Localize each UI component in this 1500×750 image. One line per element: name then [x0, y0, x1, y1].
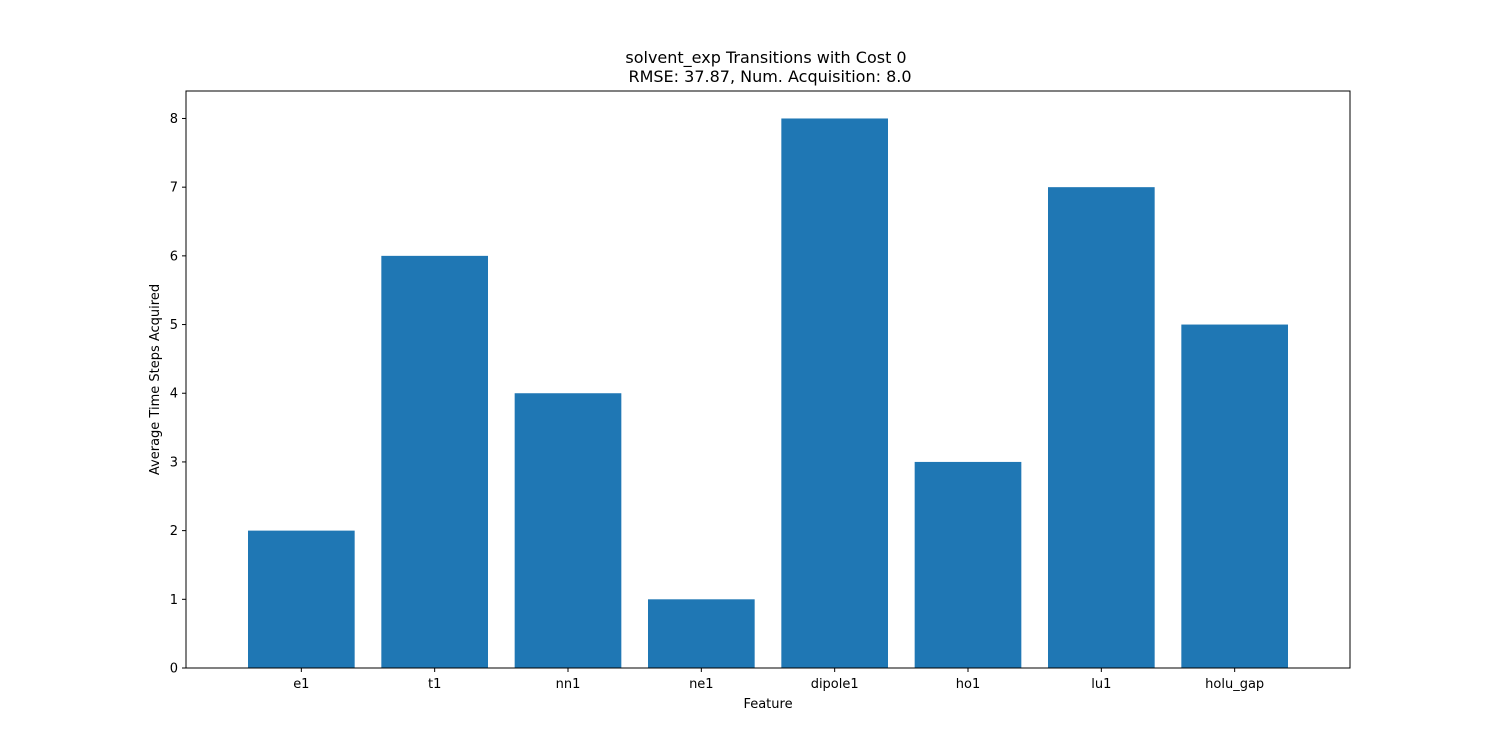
x-tick-label: nn1	[556, 677, 581, 692]
y-tick-label: 2	[170, 524, 178, 539]
y-tick-label: 4	[170, 387, 178, 402]
bar-e1	[248, 530, 355, 668]
bar-dipole1	[781, 118, 888, 668]
bar-nn1	[514, 393, 622, 668]
x-axis-label: Feature	[743, 697, 792, 712]
x-axis: e1 t1 nn1 ne1 dipole1 ho1 lu1 holu_gap	[293, 668, 1264, 692]
bar-ne1	[648, 599, 755, 668]
x-tick-label: t1	[428, 677, 441, 692]
plot-frame	[185, 90, 1351, 669]
bar-holu-gap	[1181, 324, 1288, 668]
y-tick-label: 3	[170, 455, 178, 470]
y-axis: 0 1 2 3 4 5 6 7 8	[170, 112, 186, 677]
x-tick-label: dipole1	[811, 677, 859, 692]
chart-subtitle: RMSE: 37.87, Num. Acquisition: 8.0	[628, 67, 911, 86]
x-tick-label: ne1	[689, 677, 714, 692]
y-tick-label: 1	[170, 593, 178, 608]
bars-group	[248, 118, 1288, 668]
x-tick-label: lu1	[1091, 677, 1111, 692]
y-tick-label: 0	[170, 662, 178, 677]
chart-title: solvent_exp Transitions with Cost 0	[625, 48, 906, 68]
x-tick-label: ho1	[956, 677, 980, 692]
y-axis-label: Average Time Steps Acquired	[148, 284, 163, 475]
bar-t1	[381, 255, 488, 668]
y-tick-label: 5	[170, 318, 178, 333]
bar-ho1	[914, 461, 1022, 668]
y-tick-label: 8	[170, 112, 178, 127]
x-tick-label: holu_gap	[1205, 677, 1264, 692]
y-tick-label: 6	[170, 249, 178, 264]
y-tick-label: 7	[170, 181, 178, 196]
bar-lu1	[1048, 187, 1155, 668]
x-tick-label: e1	[293, 677, 309, 692]
